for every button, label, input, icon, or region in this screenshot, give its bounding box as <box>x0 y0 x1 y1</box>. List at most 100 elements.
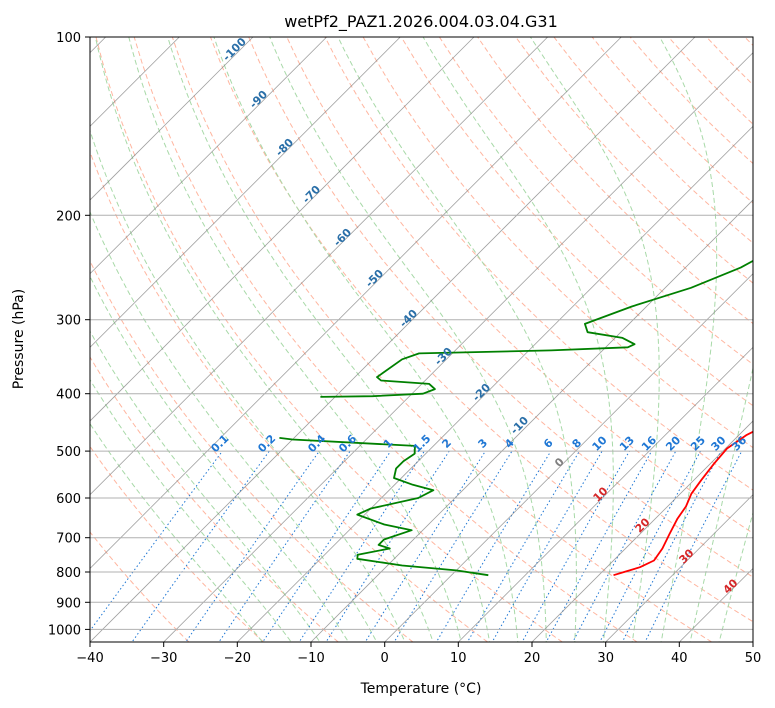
moist-adiabat-line <box>213 37 519 642</box>
mixing-ratio-line <box>131 450 270 642</box>
isotherm-line <box>90 37 254 201</box>
sounding-traces <box>279 259 753 577</box>
moist-adiabat-label: 10 <box>591 484 611 504</box>
dry-adiabat-line <box>171 37 712 642</box>
dry-adiabat-line <box>90 356 339 642</box>
isotherm-label: -80 <box>273 136 296 159</box>
y-tick-label: 100 <box>56 31 81 46</box>
mixing-ratio-label: 0.4 <box>305 432 328 455</box>
mixing-ratio-line <box>545 450 653 642</box>
mixing-ratio-label: 10 <box>590 433 610 453</box>
isotherm-line <box>90 37 401 348</box>
x-tick-label: −40 <box>76 651 103 666</box>
isotherm-line <box>236 125 753 642</box>
mixing-ratio-label: 8 <box>570 436 585 451</box>
mixing-ratio-label: 6 <box>541 436 556 451</box>
x-tick-label: −20 <box>224 651 251 666</box>
x-tick-label: 20 <box>524 651 541 666</box>
dewpoint-trace <box>279 437 489 577</box>
isotherm-line <box>752 641 753 642</box>
y-tick-label: 900 <box>56 596 81 611</box>
line-annotations: -100 -90 -80 -70 -60 -50 -40 -30 -20 -10 0.1 0.2 0.4… <box>208 35 749 597</box>
moist-adiabat-line <box>269 37 547 642</box>
mixing-ratio-label: 36 <box>729 433 749 453</box>
mixing-ratio-line <box>325 450 450 642</box>
x-tick-label: 50 <box>745 651 762 666</box>
moist-adiabat-line <box>90 275 349 642</box>
isotherm-label: -70 <box>300 183 323 206</box>
mixing-ratio-line <box>185 450 320 642</box>
x-axis: −40 −30 −20 −10 0 10 20 30 40 50 <box>76 642 761 666</box>
y-tick-label: 1000 <box>48 623 81 638</box>
mixing-ratio-line <box>90 450 223 632</box>
isotherm-line <box>90 37 622 569</box>
y-tick-label: 800 <box>56 566 81 581</box>
moist-adiabat-line <box>529 37 660 642</box>
chart-title: wetPf2_PAZ1.2026.004.03.04.G31 <box>284 12 558 32</box>
moist-adiabat-line <box>90 210 378 642</box>
dry-adiabat-line <box>744 37 753 47</box>
moist-adiabat-line <box>90 330 321 642</box>
isotherm-label: -40 <box>397 307 420 330</box>
dry-adiabat-line <box>90 531 190 642</box>
mixing-ratio-line <box>491 450 603 642</box>
mixing-ratio-line <box>466 450 580 642</box>
plot-frame <box>89 36 754 643</box>
dry-adiabat-line <box>248 37 753 578</box>
dry-adiabat-line <box>133 37 638 642</box>
moist-adiabat-line <box>128 37 462 642</box>
dry-adiabat-line <box>706 37 753 86</box>
isotherm-label: -30 <box>432 345 455 368</box>
isotherm-line <box>605 494 753 642</box>
x-tick-label: 0 <box>381 651 389 666</box>
isotherm-line <box>90 37 327 275</box>
y-axis: 100 200 300 400 500 600 700 800 900 1000 <box>48 31 90 638</box>
x-tick-label: −30 <box>150 651 177 666</box>
x-axis-title: Temperature (°C) <box>360 681 482 697</box>
moist-adiabat-line <box>718 510 753 642</box>
y-tick-label: 500 <box>56 445 81 460</box>
dry-adiabat-line <box>90 150 488 642</box>
plot-area <box>90 37 753 642</box>
mixing-ratio-line <box>621 450 722 642</box>
moist-adiabat-line <box>422 37 614 642</box>
isotherm-line <box>90 37 696 642</box>
mixing-ratio-label: 0.6 <box>336 432 359 455</box>
isotherm-line <box>163 52 753 642</box>
moist-adiabat-line <box>90 378 292 642</box>
isotherm-label: -90 <box>247 88 270 111</box>
dry-adiabat-line <box>438 37 753 366</box>
mixing-ratio-label: 0.2 <box>255 432 278 455</box>
dry-adiabat-line <box>95 37 563 642</box>
mixing-ratio-label: 3 <box>476 436 491 451</box>
mixing-ratio-label: 16 <box>639 433 659 453</box>
dry-adiabat-line <box>362 37 753 449</box>
isotherm-label: -50 <box>363 267 386 290</box>
x-tick-label: 40 <box>671 651 688 666</box>
dewpoint-trace <box>320 259 753 398</box>
isotherm-line <box>384 273 753 642</box>
isotherm-lines <box>90 37 753 642</box>
isotherm-label: -10 <box>508 414 531 437</box>
moist-adiabat-line <box>90 422 264 642</box>
dry-adiabat-line <box>90 445 264 642</box>
moist-adiabat-line <box>94 37 434 642</box>
y-tick-label: 400 <box>56 388 81 403</box>
isotherm-line <box>310 199 753 642</box>
moist-adiabat-label: 30 <box>677 546 697 566</box>
mixing-ratio-label: 2 <box>439 436 454 451</box>
y-tick-label: 300 <box>56 314 81 329</box>
isotherm-label: -20 <box>470 381 493 404</box>
y-tick-label: 700 <box>56 532 81 547</box>
dry-adiabat-line <box>400 37 753 407</box>
isotherm-line <box>457 346 753 642</box>
x-tick-label: 30 <box>597 651 614 666</box>
isotherm-label: -60 <box>331 226 354 249</box>
mixing-ratio-label: 20 <box>663 433 683 453</box>
x-tick-label: −10 <box>297 651 324 666</box>
dry-adiabats <box>90 37 753 642</box>
isotherm-line <box>531 420 753 642</box>
isobar-lines <box>90 37 753 630</box>
dry-adiabat-line <box>553 37 753 244</box>
